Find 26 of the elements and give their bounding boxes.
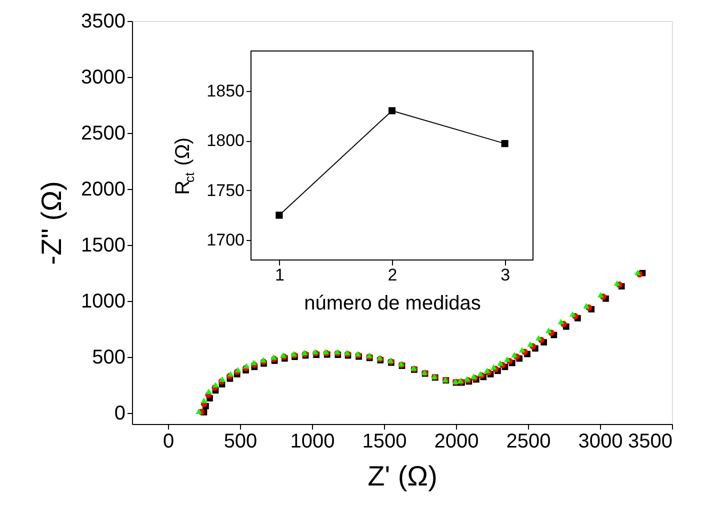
- y-tick-label: 0: [114, 402, 126, 424]
- y-tick-label: 1500: [81, 234, 126, 256]
- x-tick-label: 0: [162, 430, 174, 452]
- x-tick-label: 1: [274, 266, 284, 284]
- y-axis-title: -Z" (Ω): [36, 181, 68, 265]
- x-tick-label: 2500: [506, 430, 551, 452]
- y-tick-label: 1850: [206, 81, 244, 100]
- x-tick-label: 1500: [362, 430, 407, 452]
- x-tick-label: 3: [500, 266, 510, 284]
- y-tick-label: 3000: [81, 66, 126, 88]
- y-tick-label: 1000: [81, 290, 126, 312]
- x-tick-label: 2: [388, 266, 398, 284]
- x-axis-title: Z' (Ω): [368, 460, 438, 492]
- y-tick-label: 1800: [206, 131, 244, 150]
- x-tick-label: 3500: [628, 430, 672, 452]
- y-tick-label: 3500: [81, 10, 126, 32]
- y-tick-label: 1750: [206, 180, 244, 200]
- y-tick-label: 2500: [81, 122, 126, 144]
- y-tick-label: 2000: [81, 178, 126, 200]
- y-tick-label: 1700: [206, 230, 244, 250]
- x-tick-label: 3000: [578, 430, 623, 452]
- x-tick-label: 2000: [434, 430, 479, 452]
- x-tick-label: 1000: [290, 430, 335, 452]
- y-axis-title: Rct (Ω): [172, 137, 197, 195]
- y-tick-label: 500: [92, 346, 126, 368]
- x-axis-title: número de medidas: [304, 292, 481, 314]
